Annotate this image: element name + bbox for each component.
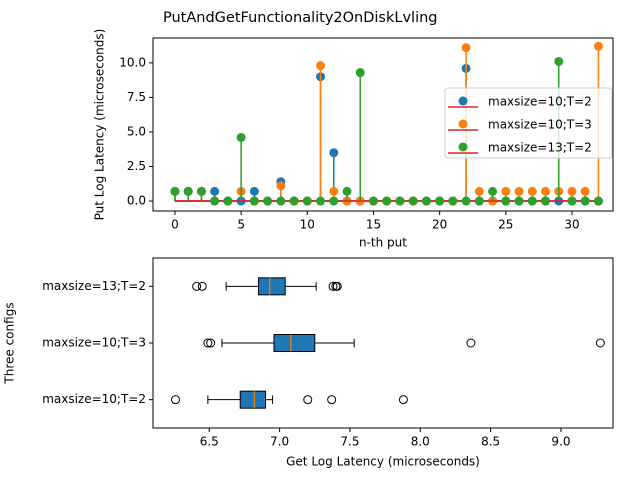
x-tick-label: 9.0	[551, 435, 570, 449]
stem-marker	[501, 196, 511, 206]
stem-marker	[249, 196, 259, 206]
stem-marker	[342, 186, 352, 196]
stem-marker	[527, 186, 537, 196]
stem-marker	[210, 186, 220, 196]
y-tick-label: 5.0	[127, 124, 146, 138]
x-tick-label: 5	[237, 218, 245, 232]
stem-marker	[593, 41, 603, 51]
stem-marker	[223, 196, 233, 206]
stem-marker	[580, 186, 590, 196]
stem-marker	[527, 196, 537, 206]
stem-marker	[263, 196, 273, 206]
stem-marker	[474, 186, 484, 196]
stem-marker	[355, 68, 365, 78]
stem-marker	[461, 196, 471, 206]
stem-marker	[474, 196, 484, 206]
stem-marker	[183, 186, 193, 196]
outlier	[595, 338, 605, 348]
stem-marker	[316, 196, 326, 206]
y-tick-label: maxsize=10;T=3	[42, 336, 146, 350]
x-tick-label: 25	[498, 218, 513, 232]
stem-marker	[170, 186, 180, 196]
x-tick-label: 0	[171, 218, 179, 232]
stem-marker	[368, 196, 378, 206]
stem-marker	[435, 196, 445, 206]
stem-marker	[567, 186, 577, 196]
stem-marker	[395, 196, 405, 206]
legend-label: maxsize=13;T=2	[488, 141, 592, 155]
stem-marker	[276, 196, 286, 206]
stem-marker	[514, 196, 524, 206]
outlier	[171, 395, 181, 405]
stem-marker	[249, 186, 259, 196]
stem-marker	[580, 196, 590, 206]
legend-marker	[458, 96, 468, 106]
stem-marker	[276, 181, 286, 191]
x-tick-label: 10	[300, 218, 315, 232]
x-tick-label: 8.5	[481, 435, 500, 449]
x-axis-label: Get Log Latency (microseconds)	[286, 455, 480, 469]
stem-marker	[236, 132, 246, 142]
stem-marker	[329, 186, 339, 196]
axes-frame	[152, 257, 614, 429]
chart-title: PutAndGetFunctionality2OnDiskLvling	[163, 10, 438, 26]
stem-marker	[541, 186, 551, 196]
stem-marker	[196, 186, 206, 196]
y-tick-label: maxsize=13;T=2	[42, 279, 146, 293]
outlier	[303, 395, 313, 405]
stem-marker	[316, 61, 326, 71]
x-tick-label: 8.0	[411, 435, 430, 449]
x-tick-label: 6.5	[200, 435, 219, 449]
y-axis-label: Three configs	[3, 302, 17, 384]
legend-box	[444, 87, 613, 159]
outlier	[203, 338, 213, 348]
stem-marker	[514, 186, 524, 196]
stem-marker	[593, 196, 603, 206]
stem-marker	[329, 148, 339, 158]
box	[273, 334, 316, 352]
x-axis-label: n-th put	[359, 236, 407, 250]
outlier	[197, 281, 207, 291]
stem-marker	[461, 43, 471, 53]
legend-marker	[458, 142, 468, 152]
stem-marker	[329, 196, 339, 206]
stem-marker	[289, 196, 299, 206]
axes-frame	[152, 37, 614, 212]
x-tick-label: 20	[432, 218, 447, 232]
outlier	[398, 395, 408, 405]
legend-marker	[458, 119, 468, 129]
y-tick-label: 7.5	[127, 90, 146, 104]
stem-marker	[567, 196, 577, 206]
x-tick-label: 15	[366, 218, 381, 232]
box	[258, 277, 286, 296]
y-tick-label: 0.0	[127, 194, 146, 208]
stem-marker	[488, 186, 498, 196]
box	[239, 390, 267, 409]
y-tick-label: 2.5	[127, 159, 146, 173]
legend-label: maxsize=10;T=2	[488, 95, 592, 109]
x-tick-label: 30	[564, 218, 579, 232]
y-axis-label: Put Log Latency (microseconds)	[93, 29, 107, 221]
outlier	[466, 338, 476, 348]
outlier	[332, 281, 342, 291]
outlier	[328, 281, 338, 291]
stem-marker	[448, 196, 458, 206]
x-tick-label: 7.5	[340, 435, 359, 449]
stem-marker	[554, 56, 564, 66]
stem-marker	[408, 196, 418, 206]
stem-marker	[210, 196, 220, 206]
stem-marker	[421, 196, 431, 206]
stem-marker	[302, 196, 312, 206]
y-tick-label: maxsize=10;T=2	[42, 392, 146, 406]
outlier	[327, 395, 337, 405]
legend-label: maxsize=10;T=3	[488, 118, 592, 132]
x-tick-label: 7.0	[270, 435, 289, 449]
stem-marker	[382, 196, 392, 206]
y-tick-label: 10.0	[119, 55, 146, 69]
stem-marker	[541, 196, 551, 206]
stem-marker	[501, 186, 511, 196]
outlier	[206, 338, 216, 348]
outlier	[192, 281, 202, 291]
